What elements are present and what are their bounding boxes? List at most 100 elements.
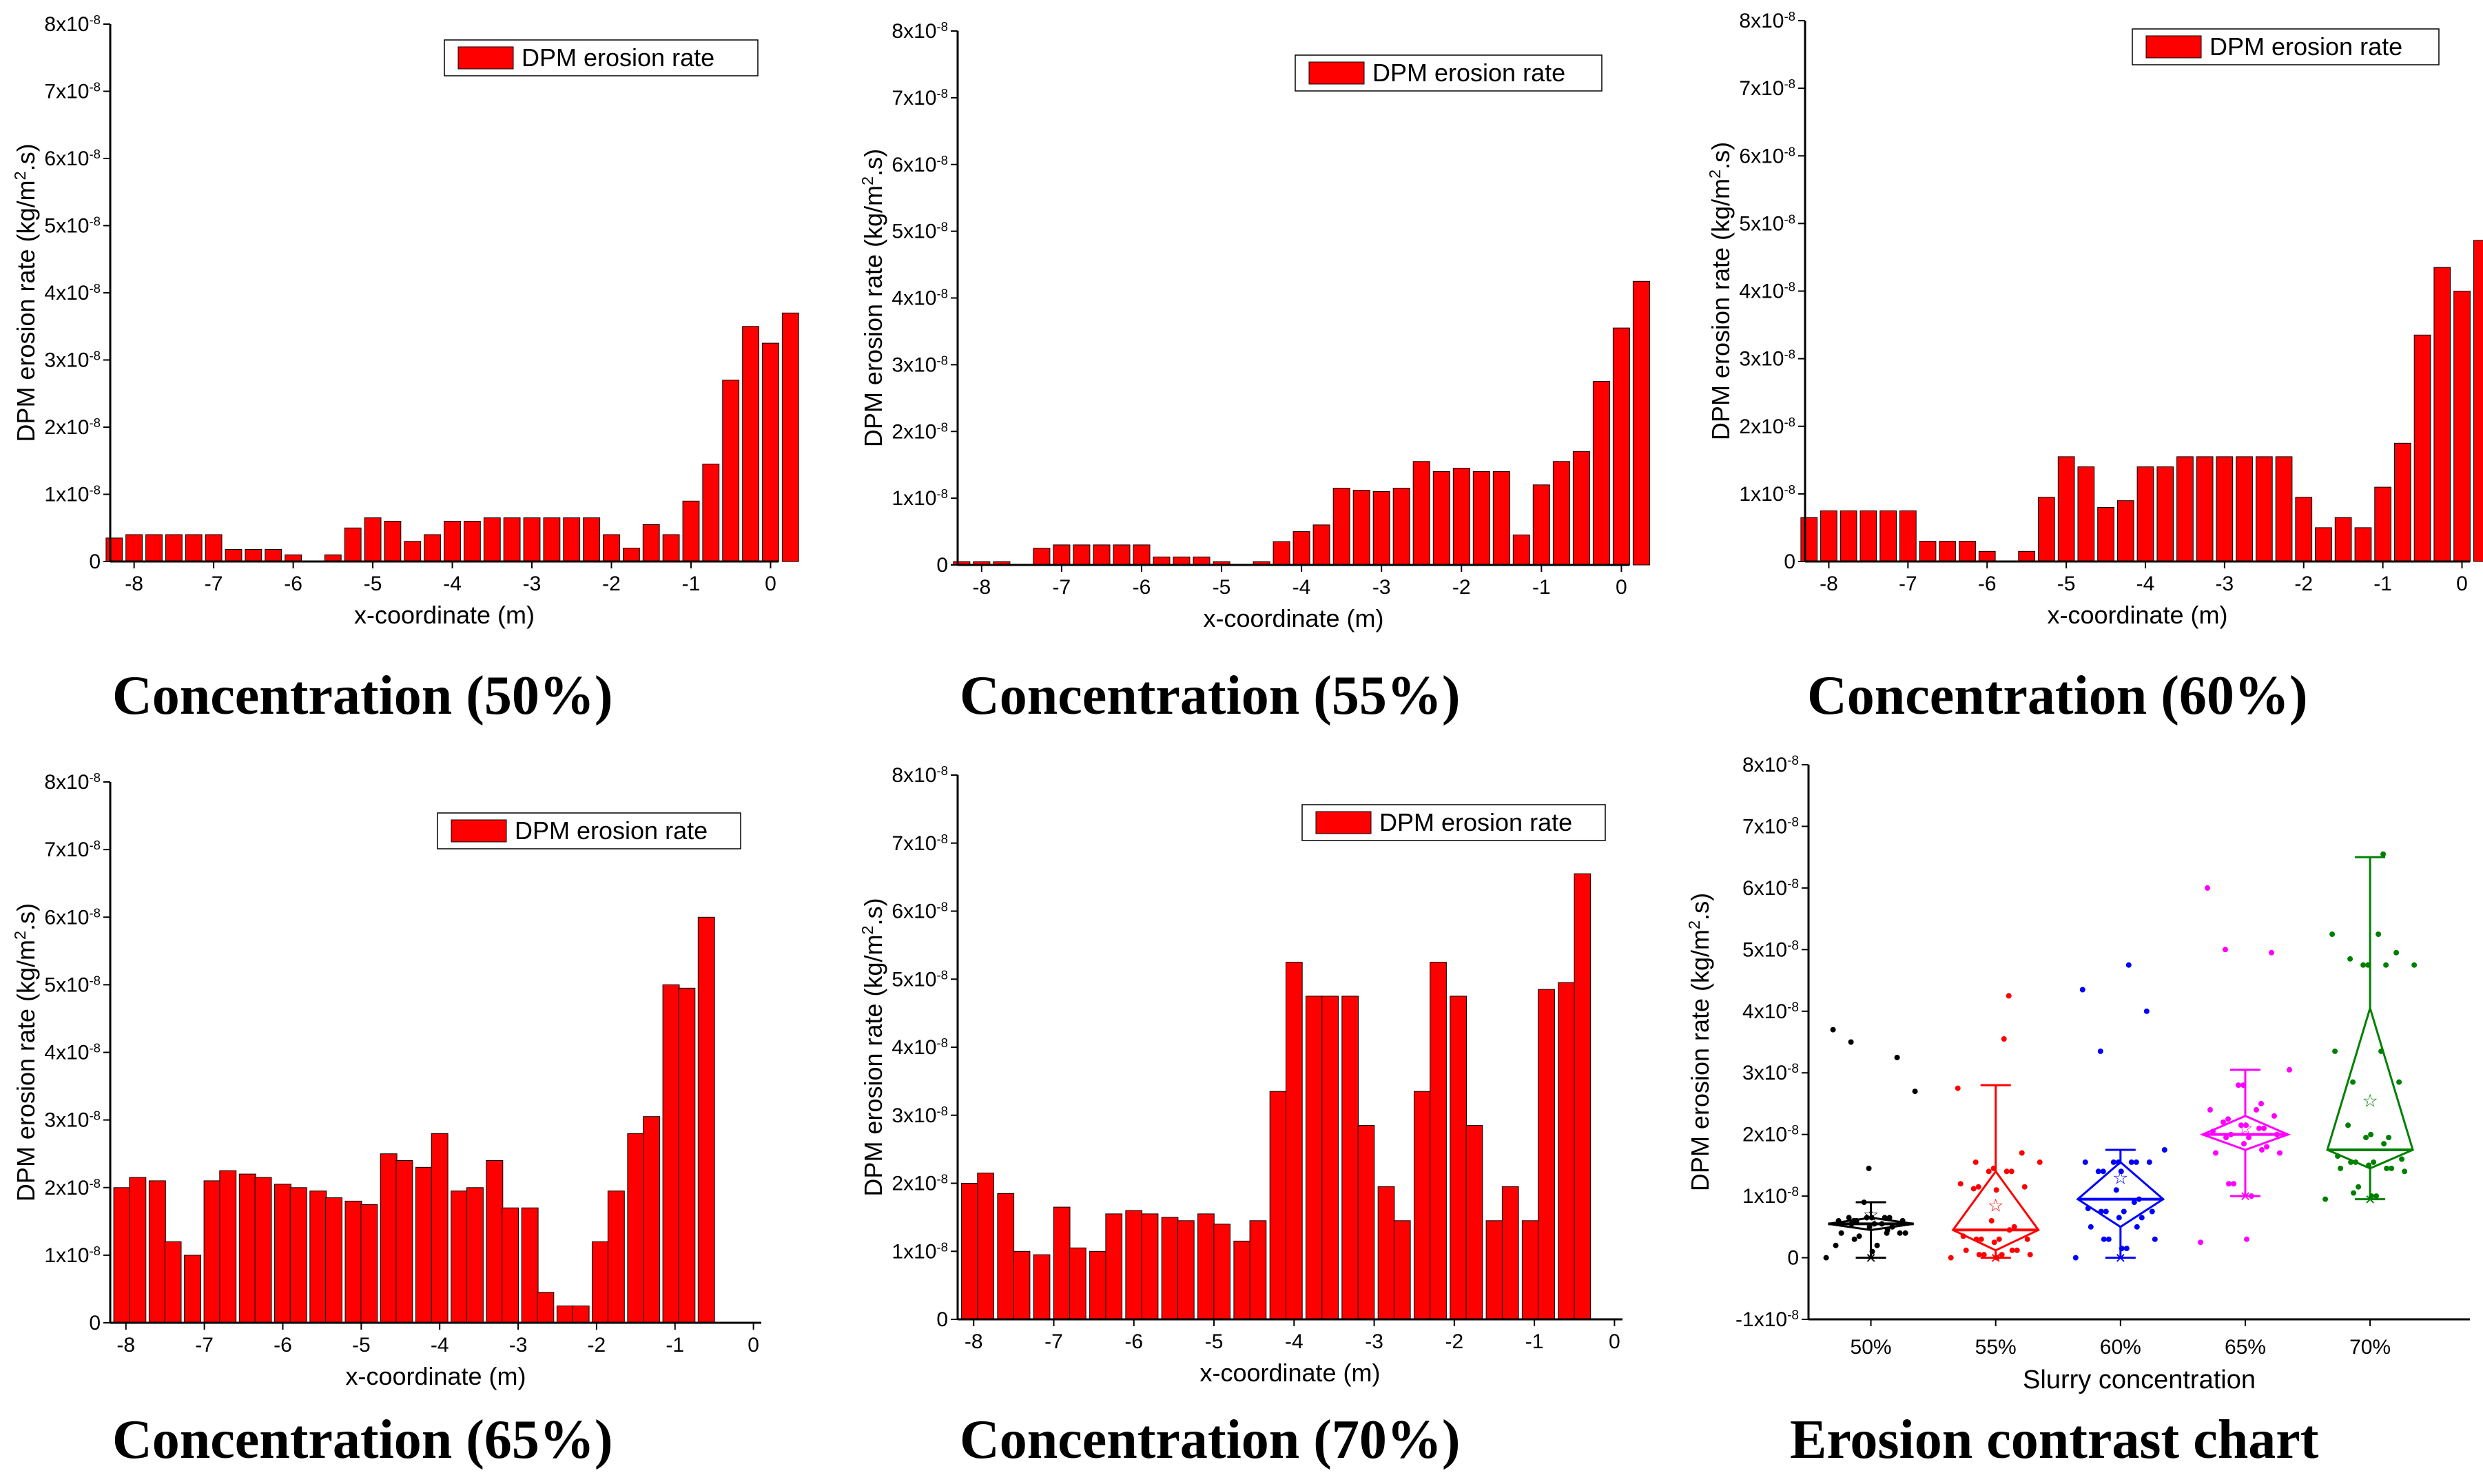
x-tick-label: -8	[116, 1334, 135, 1357]
x-tick-label: -7	[195, 1334, 214, 1357]
bar	[1133, 545, 1150, 565]
bar	[344, 528, 361, 561]
bar	[1153, 557, 1170, 565]
data-point	[2121, 1209, 2127, 1215]
box-series-65: ☆×	[2198, 885, 2292, 1245]
bar	[502, 1208, 519, 1323]
data-point	[2396, 1080, 2402, 1085]
x-tick-label: -4	[1292, 576, 1311, 599]
y-tick-label: 8x10-8	[1742, 754, 1799, 777]
bar	[1959, 542, 1976, 561]
data-point	[2261, 1126, 2267, 1131]
bar	[484, 518, 500, 561]
bar	[1801, 517, 1817, 561]
data-point	[2136, 1197, 2142, 1202]
bar	[486, 1161, 503, 1323]
bar	[1173, 557, 1190, 565]
bar	[663, 535, 679, 561]
bar	[1633, 281, 1649, 565]
x-tick-label: -3	[509, 1334, 528, 1357]
bar	[1393, 488, 1410, 565]
data-point	[1882, 1215, 1888, 1220]
data-point	[1872, 1221, 1877, 1226]
bar	[361, 1204, 378, 1323]
bar	[593, 1241, 609, 1323]
data-point	[2329, 931, 2335, 937]
data-point	[2402, 1168, 2407, 1174]
legend-label: DPM erosion rate	[1379, 808, 1572, 836]
bar	[1553, 462, 1569, 565]
y-tick-label: 3x10-8	[892, 1103, 948, 1127]
data-point	[2134, 1224, 2140, 1230]
bar	[2177, 457, 2194, 561]
data-point	[1913, 1089, 1918, 1094]
x-tick-label: -7	[205, 573, 223, 595]
data-point	[2116, 1160, 2121, 1165]
data-point	[1867, 1224, 1873, 1230]
data-point	[2150, 1209, 2155, 1215]
data-point	[2010, 1248, 2015, 1253]
bar	[106, 538, 123, 561]
bar	[1413, 462, 1430, 565]
y-tick-label: 2x10-8	[1739, 414, 1795, 438]
y-tick-label: 8x10-8	[892, 19, 948, 43]
bar	[2473, 240, 2483, 561]
box-series-55: ☆×	[1948, 993, 2043, 1268]
x-tick-label: -1	[2373, 573, 2392, 595]
bar	[2276, 457, 2292, 561]
y-axis-label: DPM erosion rate (kg/m2.s)	[858, 149, 887, 447]
bar	[404, 542, 421, 561]
x-axis-label: x-coordinate (m)	[345, 1362, 526, 1390]
bar	[1333, 488, 1350, 565]
bar	[1270, 1091, 1286, 1319]
bar	[1342, 996, 1359, 1319]
legend-label: DPM erosion rate	[2209, 32, 2402, 61]
data-point	[2365, 962, 2371, 968]
data-point	[2101, 1237, 2107, 1242]
data-point	[2073, 1255, 2079, 1261]
data-point	[2134, 1160, 2139, 1165]
bar	[1860, 511, 1877, 561]
data-point	[1992, 1239, 1997, 1245]
x-tick-label: -4	[2136, 573, 2155, 595]
data-point	[2096, 1168, 2101, 1174]
bar	[1162, 1217, 1178, 1319]
x-tick-label: -5	[1213, 576, 1231, 599]
bar	[1433, 471, 1450, 565]
bar-chart-4: 01x10-82x10-83x10-84x10-85x10-86x10-87x1…	[11, 770, 761, 1391]
figure-canvas: 01x10-82x10-83x10-84x10-85x10-86x10-87x1…	[0, 0, 2483, 1481]
bar	[114, 1188, 130, 1323]
x-axis-label: x-coordinate (m)	[1203, 604, 1383, 632]
bar	[1142, 1214, 1158, 1319]
data-point	[2269, 950, 2274, 956]
bar	[225, 550, 242, 562]
x-tick-label: -8	[1820, 573, 1838, 595]
data-point	[1948, 1255, 1954, 1261]
x-tick-label: -5	[2057, 573, 2076, 595]
data-point	[2223, 947, 2228, 952]
data-point	[1955, 1086, 1961, 1091]
y-tick-label: 2x10-8	[44, 1175, 101, 1199]
data-point	[1989, 1218, 1995, 1224]
bar	[364, 518, 381, 561]
bar	[1558, 982, 1575, 1319]
bar	[663, 985, 679, 1323]
x-tick-label: -6	[1978, 573, 1997, 595]
data-point	[1839, 1230, 1844, 1236]
bar	[2256, 457, 2273, 561]
bar	[978, 1173, 994, 1319]
y-tick-label: 6x10-8	[44, 905, 101, 929]
data-point	[2009, 1168, 2015, 1174]
y-tick-label: 6x10-8	[1742, 876, 1799, 900]
bar	[2196, 457, 2213, 561]
bar	[255, 1177, 271, 1323]
y-tick-label: 1x10-8	[892, 486, 948, 511]
data-point	[2244, 1237, 2249, 1242]
data-point	[1991, 1166, 1997, 1171]
x-tick-label: -6	[1133, 576, 1151, 599]
bar	[1450, 996, 1467, 1319]
legend-label: DPM erosion rate	[1372, 59, 1565, 87]
bar	[310, 1191, 327, 1323]
bar	[2157, 467, 2174, 561]
mean-marker: ☆	[1988, 1195, 2003, 1216]
